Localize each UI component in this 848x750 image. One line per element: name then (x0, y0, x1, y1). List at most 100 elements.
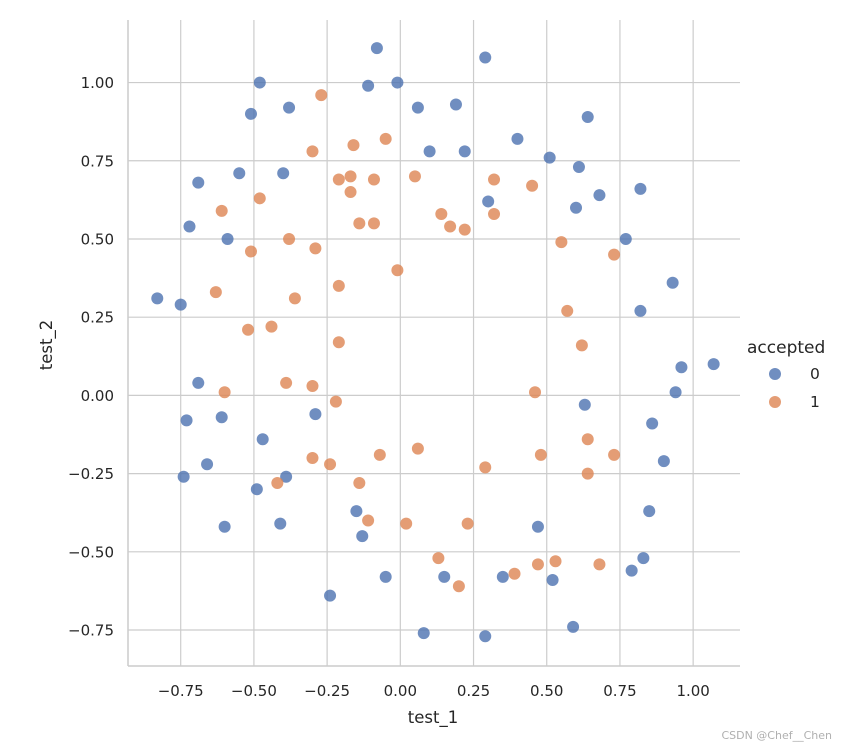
point-accepted-0 (256, 433, 269, 446)
y-axis-title: test_2 (37, 320, 57, 370)
tick-labels: −0.75 −0.50 −0.25 0.00 0.25 0.50 0.75 1.00 −0.75… (68, 74, 710, 700)
point-accepted-1 (280, 376, 293, 389)
point-accepted-0 (646, 417, 659, 430)
point-accepted-0 (201, 458, 214, 471)
point-accepted-1 (218, 386, 231, 399)
point-accepted-1 (353, 217, 366, 230)
legend: accepted 0 1 (747, 338, 825, 411)
point-accepted-0 (543, 151, 556, 164)
point-accepted-1 (271, 476, 284, 489)
point-accepted-0 (666, 276, 679, 289)
x-axis-title: test_1 (408, 708, 458, 728)
point-accepted-1 (347, 139, 360, 152)
point-accepted-1 (253, 192, 266, 205)
point-accepted-0 (180, 414, 193, 427)
legend-marker-0 (769, 368, 781, 380)
point-accepted-0 (496, 570, 509, 583)
point-accepted-1 (529, 386, 542, 399)
point-accepted-1 (508, 567, 521, 580)
point-accepted-1 (458, 223, 471, 236)
point-accepted-0 (707, 358, 720, 371)
point-accepted-0 (643, 505, 656, 518)
point-accepted-0 (482, 195, 495, 208)
point-accepted-1 (555, 236, 568, 249)
x-tick-label: 0.00 (384, 682, 417, 700)
point-accepted-0 (570, 201, 583, 214)
point-accepted-1 (306, 380, 319, 393)
point-accepted-0 (283, 101, 296, 114)
grid (128, 20, 740, 666)
point-accepted-0 (218, 520, 231, 533)
point-accepted-1 (549, 555, 562, 568)
point-accepted-1 (344, 186, 357, 199)
point-accepted-0 (511, 132, 524, 145)
point-accepted-0 (221, 232, 234, 245)
point-accepted-0 (479, 630, 492, 643)
point-accepted-1 (452, 580, 465, 593)
point-accepted-0 (458, 145, 471, 158)
point-accepted-0 (350, 505, 363, 518)
point-accepted-0 (151, 292, 164, 305)
x-tick-label: 0.25 (457, 682, 490, 700)
legend-label-0: 0 (810, 365, 820, 383)
point-accepted-1 (215, 204, 228, 217)
point-accepted-0 (183, 220, 196, 233)
y-tick-label: −0.50 (68, 543, 114, 561)
point-accepted-0 (192, 176, 205, 189)
point-accepted-0 (581, 110, 594, 123)
point-accepted-0 (634, 182, 647, 195)
point-accepted-1 (408, 170, 421, 183)
x-tick-label: −0.50 (231, 682, 277, 700)
point-accepted-0 (619, 232, 632, 245)
y-tick-label: −0.75 (68, 622, 114, 640)
point-accepted-0 (370, 42, 383, 55)
point-accepted-0 (280, 470, 293, 483)
y-tick-label: 0.50 (81, 230, 114, 248)
point-accepted-1 (534, 448, 547, 461)
point-accepted-0 (277, 167, 290, 180)
point-accepted-1 (244, 245, 257, 258)
point-accepted-0 (567, 620, 580, 633)
point-accepted-1 (329, 395, 342, 408)
point-accepted-1 (593, 558, 606, 571)
point-accepted-1 (444, 220, 457, 233)
point-accepted-1 (306, 145, 319, 158)
point-accepted-1 (306, 451, 319, 464)
point-accepted-1 (242, 323, 255, 336)
point-accepted-1 (324, 458, 337, 471)
point-accepted-0 (411, 101, 424, 114)
point-accepted-0 (215, 411, 228, 424)
point-accepted-0 (675, 361, 688, 374)
point-accepted-1 (344, 170, 357, 183)
point-accepted-0 (637, 552, 650, 565)
point-accepted-1 (432, 552, 445, 565)
point-accepted-0 (177, 470, 190, 483)
point-accepted-0 (546, 573, 559, 586)
point-accepted-0 (379, 570, 392, 583)
x-tick-label: −0.75 (158, 682, 204, 700)
point-accepted-0 (593, 189, 606, 202)
point-accepted-1 (288, 292, 301, 305)
watermark: CSDN @Chef__Chen (721, 729, 832, 742)
point-accepted-1 (435, 207, 448, 220)
point-accepted-0 (423, 145, 436, 158)
point-accepted-0 (233, 167, 246, 180)
point-accepted-0 (417, 627, 430, 640)
point-accepted-1 (332, 336, 345, 349)
point-accepted-1 (461, 517, 474, 530)
point-accepted-1 (575, 339, 588, 352)
point-accepted-1 (353, 476, 366, 489)
point-accepted-1 (265, 320, 278, 333)
x-tick-label: 0.50 (530, 682, 563, 700)
point-accepted-0 (669, 386, 682, 399)
y-tick-label: 0.00 (81, 387, 114, 405)
point-accepted-0 (572, 161, 585, 174)
point-accepted-0 (578, 398, 591, 411)
point-accepted-0 (449, 98, 462, 111)
y-tick-label: 0.75 (81, 152, 114, 170)
point-accepted-1 (526, 179, 539, 192)
point-accepted-1 (332, 173, 345, 186)
point-accepted-0 (192, 376, 205, 389)
point-accepted-0 (479, 51, 492, 64)
legend-marker-1 (769, 396, 781, 408)
